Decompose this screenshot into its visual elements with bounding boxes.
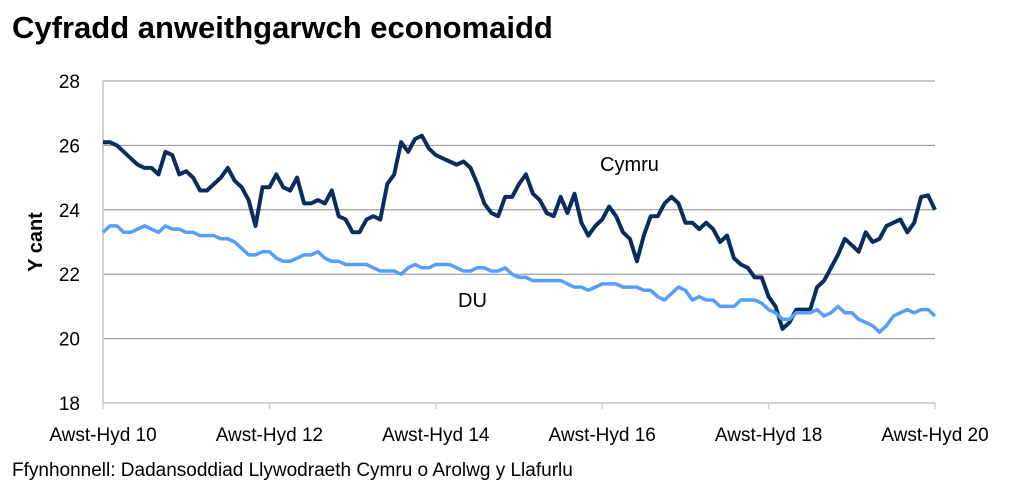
x-tick-label: Awst-Hyd 10 (49, 425, 156, 446)
series-line-du (101, 224, 937, 334)
y-tick-label: 26 (59, 136, 80, 157)
x-tick-label: Awst-Hyd 16 (549, 425, 656, 446)
y-tick-label: 20 (59, 330, 80, 351)
x-tick-label: Awst-Hyd 20 (881, 425, 988, 446)
x-tick-label: Awst-Hyd 18 (715, 425, 822, 446)
source-note: Ffynhonnell: Dadansoddiad Llywodraeth Cy… (12, 460, 573, 481)
gridlines (102, 80, 936, 409)
series-label-cymru: Cymru (600, 154, 659, 176)
y-tick-label: 18 (59, 394, 80, 415)
x-tick-label: Awst-Hyd 12 (216, 425, 323, 446)
y-tick-label: 24 (59, 201, 81, 222)
series-lines (101, 133, 937, 334)
y-tick-label: 22 (59, 265, 80, 286)
y-tick-labels: 18 20 22 24 26 28 (59, 72, 81, 415)
x-tick-label: Awst-Hyd 14 (382, 425, 490, 446)
series-line-cymru (103, 133, 937, 331)
y-axis-label: Y cant (25, 212, 47, 272)
x-tick-labels: Awst-Hyd 10 Awst-Hyd 12 Awst-Hyd 14 Awst-Hy… (49, 425, 988, 446)
series-label-du: DU (458, 290, 487, 312)
y-tick-label: 28 (59, 72, 80, 93)
chart-title: Cyfradd anweithgarwch economaidd (12, 10, 553, 45)
